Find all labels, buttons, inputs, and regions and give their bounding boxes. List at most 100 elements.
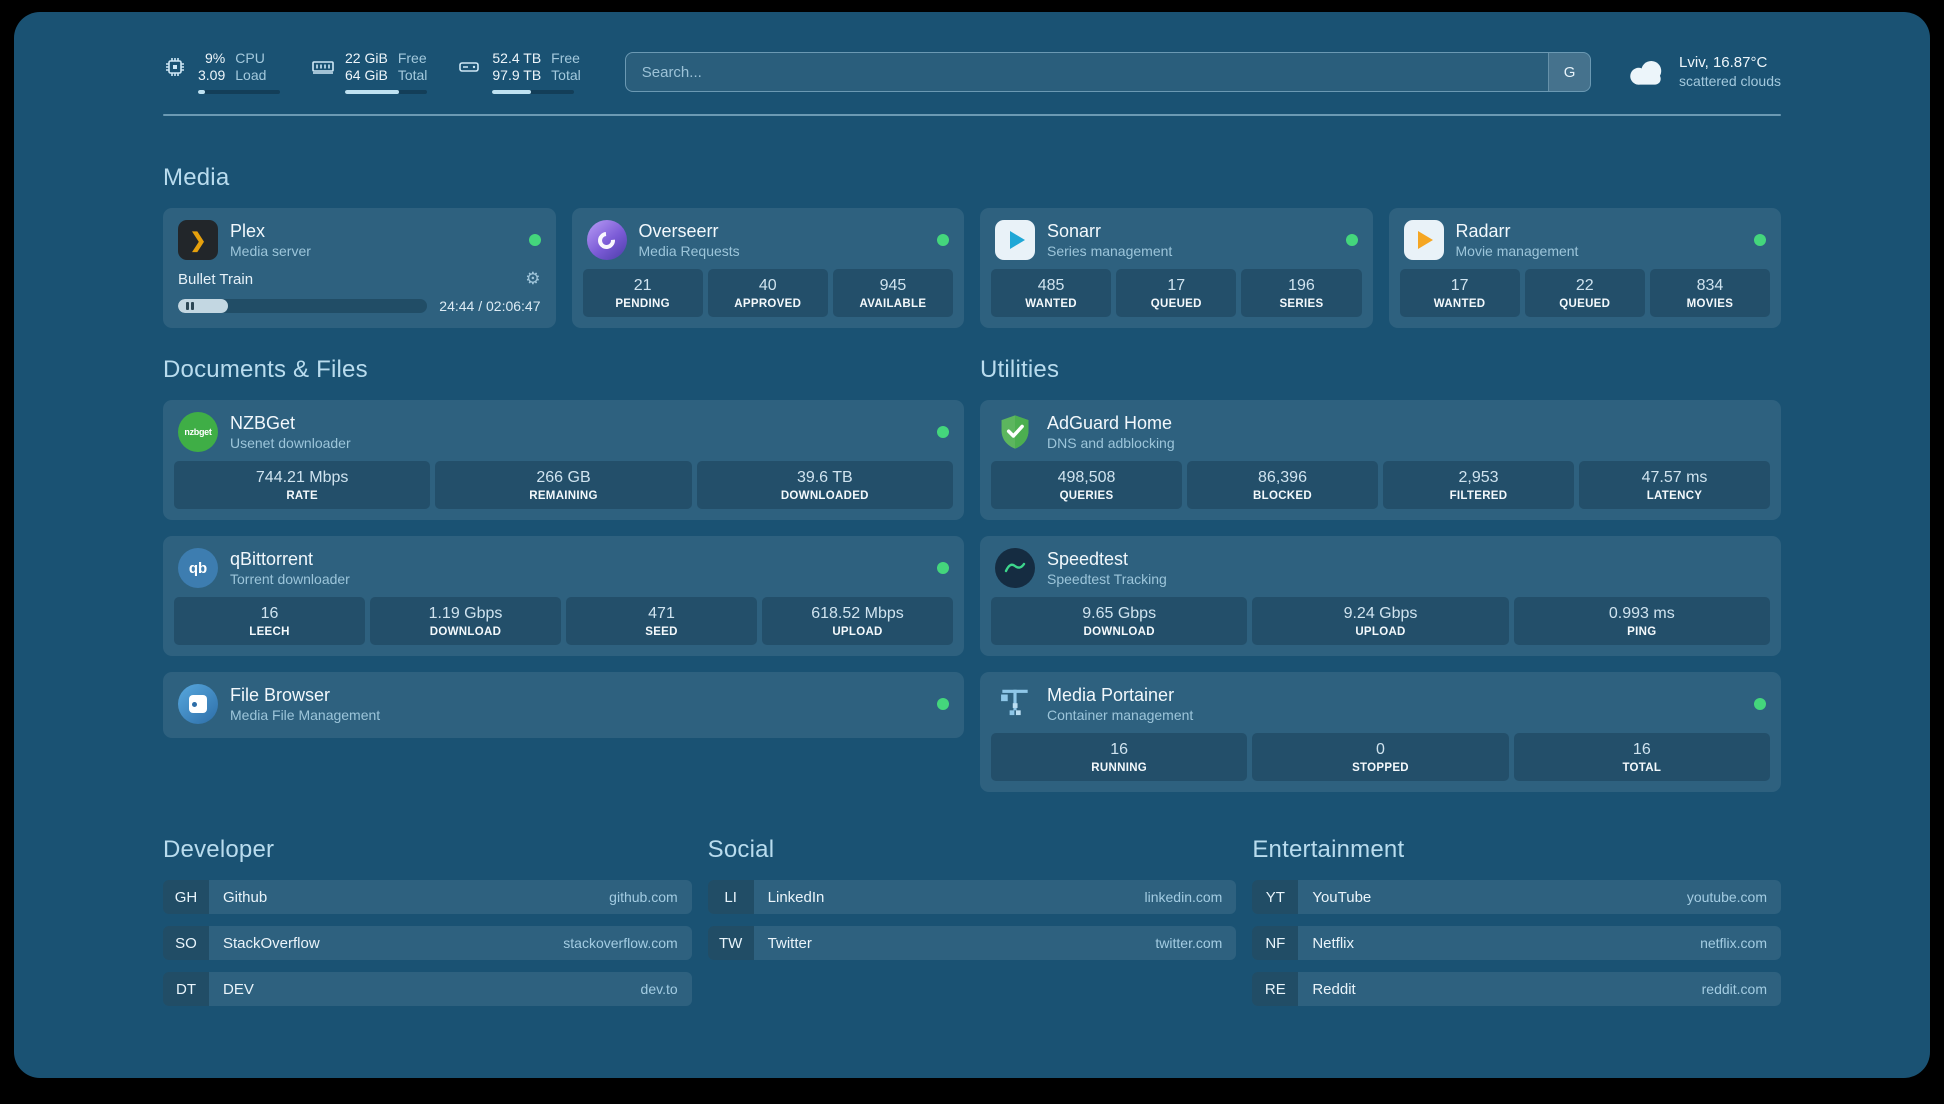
- pause-icon[interactable]: [186, 302, 194, 310]
- card-stats: 16 LEECH 1.19 Gbps DOWNLOAD 471 SEED 618…: [174, 597, 953, 645]
- weather-location: Lviv, 16.87°C: [1679, 54, 1768, 71]
- card-title: Overseerr: [638, 221, 719, 241]
- disk-sub-label: Total: [551, 67, 581, 83]
- bookmark-name: Reddit: [1312, 980, 1356, 998]
- service-card-speedtest[interactable]: Speedtest Speedtest Tracking 9.65 Gbps D…: [980, 536, 1781, 656]
- stat: 21 PENDING: [582, 269, 703, 317]
- stat-label: MOVIES: [1686, 298, 1734, 310]
- service-card-sonarr[interactable]: Sonarr Series management 485 WANTED 17 Q…: [980, 208, 1373, 328]
- card-header: Overseerr Media Requests: [583, 217, 954, 269]
- filebrowser-icon: [178, 684, 218, 724]
- bookmark-url: netflix.com: [1700, 935, 1767, 951]
- cpu-labels: CPU Load: [235, 50, 266, 84]
- disk-drive-icon: [457, 55, 483, 79]
- stat: 266 GB REMAINING: [435, 461, 692, 509]
- bookmark-dev[interactable]: DT DEV dev.to: [163, 972, 692, 1006]
- card-subtitle: Media server: [230, 243, 311, 259]
- stat: 485 WANTED: [991, 269, 1112, 317]
- section-title-entertainment: Entertainment: [1252, 836, 1405, 863]
- bookmark-github[interactable]: GH Github github.com: [163, 880, 692, 914]
- stat-value: 0.993 ms: [1608, 605, 1675, 622]
- card-header: Speedtest Speedtest Tracking: [991, 545, 1770, 597]
- stat: 22 QUEUED: [1524, 269, 1645, 317]
- bookmark-group-entertainment: Entertainment YT YouTube youtube.com NF …: [1252, 836, 1781, 1018]
- top-bar: 9% 3.09 CPU Load: [163, 12, 1781, 96]
- disk-total: 97.9 TB: [492, 67, 542, 83]
- bookmark-name: StackOverflow: [223, 934, 320, 952]
- cloud-icon: [1625, 57, 1667, 87]
- bookmark-netflix[interactable]: NF Netflix netflix.com: [1252, 926, 1781, 960]
- stat-value: 0: [1376, 741, 1385, 758]
- bookmark-abbr: GH: [163, 880, 209, 914]
- overseerr-swirl: [594, 228, 619, 252]
- stat-value: 498,508: [1057, 469, 1116, 486]
- sonarr-icon: [995, 220, 1035, 260]
- memory-values: 22 GiB 64 GiB: [345, 50, 388, 84]
- bookmark-url: dev.to: [640, 981, 678, 997]
- bookmark-name: Twitter: [767, 934, 812, 952]
- disk-usage-bar: [492, 90, 575, 94]
- card-header: Media Portainer Container management: [991, 681, 1770, 733]
- bookmark-youtube[interactable]: YT YouTube youtube.com: [1252, 880, 1781, 914]
- stat-label: AVAILABLE: [859, 298, 927, 310]
- cpu-sub-label: Load: [235, 67, 267, 83]
- service-card-filebrowser[interactable]: File Browser Media File Management: [163, 672, 964, 738]
- stat: 39.6 TB DOWNLOADED: [696, 461, 953, 509]
- speedtest-icon: [995, 548, 1035, 588]
- cpu-values: 9% 3.09: [198, 50, 225, 84]
- bookmark-url: stackoverflow.com: [563, 935, 678, 951]
- card-titles: Speedtest Speedtest Tracking: [1047, 549, 1167, 587]
- section-title-media: Media: [163, 164, 230, 191]
- bookmark-url: youtube.com: [1686, 889, 1767, 905]
- memory-free: 22 GiB: [345, 50, 388, 66]
- service-card-portainer[interactable]: Media Portainer Container management 16 …: [980, 672, 1781, 792]
- card-titles: Overseerr Media Requests: [639, 221, 740, 259]
- status-dot: [1754, 234, 1766, 246]
- stat-value: 744.21 Mbps: [255, 469, 349, 486]
- search-provider-button[interactable]: G: [1548, 53, 1591, 91]
- gear-icon[interactable]: ⚙: [525, 269, 541, 288]
- disk-label: Free: [551, 50, 580, 66]
- disk-free: 52.4 TB: [492, 50, 542, 66]
- stat-label: SEED: [645, 626, 678, 638]
- card-title: Speedtest: [1047, 549, 1129, 569]
- bookmark-twitter[interactable]: TW Twitter twitter.com: [707, 926, 1237, 960]
- stat-value: 485: [1037, 277, 1065, 294]
- bookmarks-grid: Developer GH Github github.com SO StackO…: [163, 836, 1781, 1018]
- bookmark-name: DEV: [223, 980, 254, 998]
- search-input[interactable]: [625, 53, 1549, 91]
- stat: 744.21 Mbps RATE: [174, 461, 431, 509]
- service-card-overseerr[interactable]: Overseerr Media Requests 21 PENDING 40 A…: [571, 208, 964, 328]
- stat-label: UPLOAD: [1355, 626, 1406, 638]
- cpu-widget-row: 9% 3.09 CPU Load: [163, 50, 280, 84]
- bookmark-reddit[interactable]: RE Reddit reddit.com: [1252, 972, 1781, 1006]
- stat-value: 945: [879, 277, 907, 294]
- status-dot: [528, 234, 541, 246]
- bookmark-stackoverflow[interactable]: SO StackOverflow stackoverflow.com: [163, 926, 692, 960]
- playback-progress-fill: [178, 299, 228, 313]
- bookmark-abbr: LI: [707, 880, 754, 914]
- status-dot: [1754, 698, 1766, 710]
- service-card-adguard[interactable]: AdGuard Home DNS and adblocking 498,508 …: [980, 400, 1781, 520]
- service-card-nzbget[interactable]: nzbget NZBGet Usenet downloader 744.21 M…: [163, 400, 964, 520]
- stat-label: WANTED: [1025, 298, 1077, 310]
- service-card-radarr[interactable]: Radarr Movie management 17 WANTED 22 QUE…: [1388, 208, 1781, 328]
- bookmark-abbr: RE: [1252, 972, 1299, 1006]
- service-card-plex[interactable]: ❯ Plex Media server Bullet Train ⚙: [163, 208, 556, 328]
- card-titles: qBittorrent Torrent downloader: [230, 549, 350, 587]
- stat-value: 22: [1575, 277, 1594, 294]
- stat-label: DOWNLOAD: [1083, 626, 1155, 638]
- card-header: AdGuard Home DNS and adblocking: [991, 409, 1770, 461]
- stat: 86,396 BLOCKED: [1187, 461, 1378, 509]
- cpu-usage: 9%: [205, 50, 226, 66]
- card-titles: File Browser Media File Management: [230, 685, 380, 723]
- card-header: Sonarr Series management: [991, 217, 1362, 269]
- service-card-qbittorrent[interactable]: qb qBittorrent Torrent downloader 16 LEE…: [163, 536, 964, 656]
- stat: 40 APPROVED: [707, 269, 828, 317]
- portainer-crane-icon: [995, 684, 1035, 724]
- bookmark-linkedin[interactable]: LI LinkedIn linkedin.com: [707, 880, 1237, 914]
- stat-value: 16: [1632, 741, 1651, 758]
- card-stats: 9.65 Gbps DOWNLOAD 9.24 Gbps UPLOAD 0.99…: [991, 597, 1770, 645]
- stat: 9.65 Gbps DOWNLOAD: [991, 597, 1248, 645]
- playback-progress-bar[interactable]: [178, 299, 428, 313]
